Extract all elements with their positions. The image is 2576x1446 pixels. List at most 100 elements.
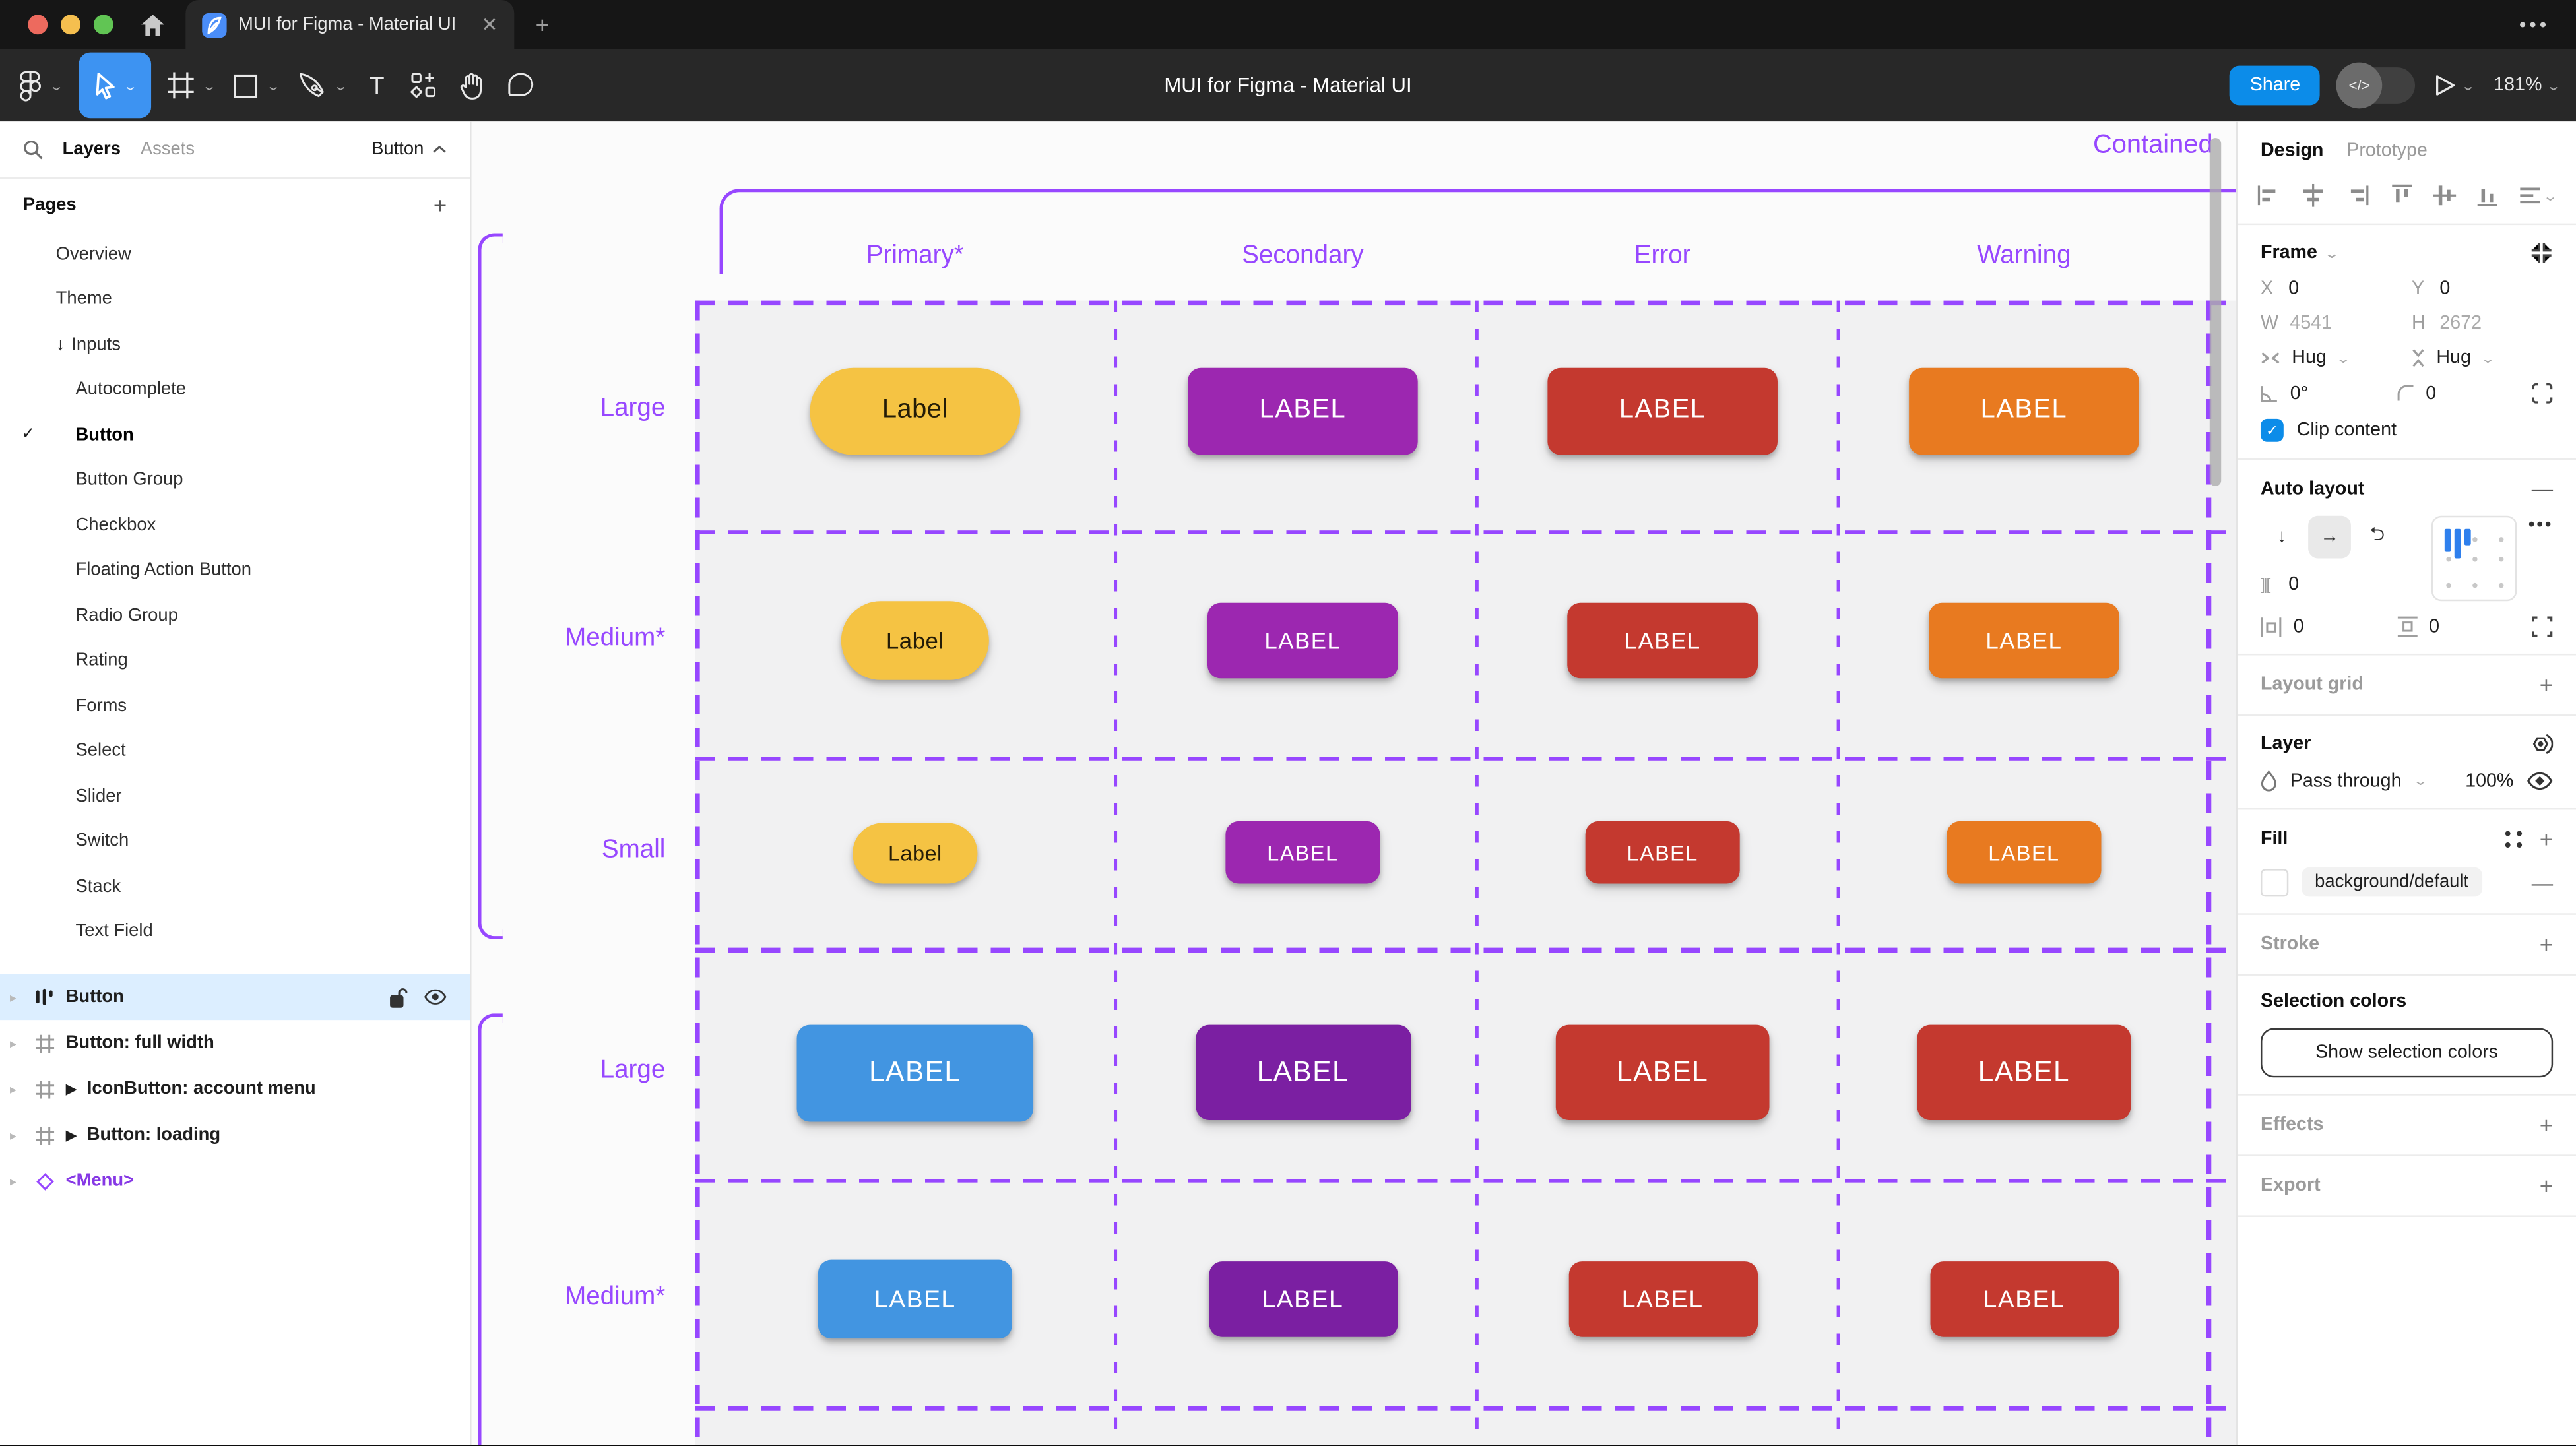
sidebar-page-button-group[interactable]: Button Group (0, 457, 470, 502)
pen-tool-chevron-icon[interactable]: ⌄ (333, 78, 349, 93)
layer-row-button-loading[interactable]: ▸ ▶ Button: loading (0, 1112, 470, 1158)
overflow-menu-icon[interactable]: ••• (2519, 13, 2550, 36)
comment-tool-button[interactable] (507, 57, 534, 113)
layer-row-button[interactable]: ▸ Button (0, 974, 470, 1021)
variant-button[interactable]: LABEL (1225, 821, 1380, 884)
alignment-pad[interactable] (2431, 515, 2517, 602)
gap-input[interactable]: 0 (2288, 575, 2300, 595)
align-right-icon[interactable] (2346, 185, 2369, 206)
visibility-eye-icon[interactable] (2527, 772, 2553, 790)
present-button[interactable]: ⌄ (2435, 74, 2476, 97)
vertical-padding-input[interactable]: 0 (2429, 616, 2440, 637)
sidebar-page-overview[interactable]: Overview (0, 232, 470, 276)
variant-button[interactable]: LABEL (1947, 821, 2102, 884)
fill-color-swatch[interactable] (2260, 867, 2289, 896)
page-selector[interactable]: Button (371, 140, 447, 160)
add-stroke-button[interactable]: + (2539, 931, 2554, 958)
tab-assets[interactable]: Assets (140, 139, 195, 160)
variant-button[interactable]: LABEL (1195, 1024, 1411, 1121)
sidebar-page-forms[interactable]: Forms (0, 683, 470, 728)
sidebar-page-checkbox[interactable]: Checkbox (0, 503, 470, 548)
move-tool-button[interactable]: ⌄ (78, 52, 151, 119)
align-left-icon[interactable] (2257, 185, 2280, 206)
layout-horizontal-button[interactable]: → (2308, 515, 2351, 559)
blend-mode-select[interactable]: Pass through (2290, 770, 2402, 791)
layer-row-iconbutton-account-menu[interactable]: ▸ ▶ IconButton: account menu (0, 1066, 470, 1112)
align-bottom-icon[interactable] (2477, 184, 2497, 207)
variant-button[interactable]: LABEL (1929, 1261, 2119, 1337)
auto-layout-more-button[interactable]: ••• (2528, 515, 2554, 536)
move-tool-chevron-icon[interactable]: ⌄ (122, 78, 138, 93)
vertical-sizing-select[interactable]: Hug (2436, 348, 2471, 368)
sidebar-page-autocomplete[interactable]: Autocomplete (0, 367, 470, 412)
horizontal-sizing-select[interactable]: Hug (2292, 348, 2327, 368)
variant-button[interactable]: LABEL (796, 1024, 1034, 1121)
expand-chevron-icon[interactable]: ▸ (9, 1127, 16, 1143)
lock-open-icon[interactable] (389, 986, 408, 1007)
variant-button[interactable]: LABEL (1585, 821, 1740, 884)
height-input[interactable]: 2672 (2439, 313, 2482, 334)
expand-chevron-icon[interactable]: ▸ (9, 1081, 16, 1096)
variant-button[interactable]: LABEL (1208, 1261, 1398, 1337)
add-page-button[interactable]: + (433, 192, 447, 219)
close-window-button[interactable] (28, 15, 48, 35)
new-tab-button[interactable]: + (535, 11, 550, 38)
home-tab-button[interactable] (125, 0, 181, 49)
variant-button[interactable]: LABEL (818, 1259, 1012, 1339)
mask-icon[interactable] (2528, 732, 2554, 755)
resize-to-fit-icon[interactable] (2530, 241, 2553, 265)
sidebar-page-floating-action-button[interactable]: Floating Action Button (0, 548, 470, 592)
sidebar-page-stack[interactable]: Stack (0, 864, 470, 909)
tab-layers[interactable]: Layers (62, 139, 121, 160)
align-vertical-center-icon[interactable] (2432, 184, 2456, 207)
text-tool-button[interactable]: T (369, 71, 385, 100)
opacity-input[interactable]: 100% (2465, 770, 2514, 791)
search-icon[interactable] (23, 140, 43, 160)
styles-icon[interactable] (2503, 829, 2523, 849)
frame-section-title[interactable]: Frame (2260, 243, 2317, 263)
main-menu-figma-icon[interactable] (20, 57, 41, 113)
add-layout-grid-button[interactable]: + (2539, 672, 2554, 699)
corner-radius-input[interactable]: 0 (2426, 383, 2437, 404)
fill-style-chip[interactable]: background/default (2302, 867, 2482, 897)
shape-tool-chevron-icon[interactable]: ⌄ (266, 78, 282, 93)
menu-chevron-icon[interactable]: ⌄ (48, 78, 65, 93)
share-button[interactable]: Share (2230, 65, 2321, 106)
minimize-window-button[interactable] (61, 15, 81, 35)
zoom-level-control[interactable]: 181% ⌄ (2494, 76, 2561, 96)
sidebar-page-switch[interactable]: Switch (0, 819, 470, 864)
layout-vertical-button[interactable]: ↓ (2277, 527, 2287, 548)
layer-row-button-full-width[interactable]: ▸ Button: full width (0, 1020, 470, 1066)
sidebar-page-select[interactable]: Select (0, 728, 470, 773)
remove-auto-layout-button[interactable]: — (2531, 476, 2554, 501)
variant-button[interactable]: LABEL (1917, 1024, 2131, 1121)
variant-button[interactable]: Label (810, 367, 1021, 455)
frame-name-label[interactable]: Contained (2093, 131, 2213, 160)
variant-button[interactable]: LABEL (1909, 367, 2139, 455)
variant-button[interactable]: Label (853, 822, 978, 883)
resources-tool-button[interactable] (410, 57, 437, 113)
add-fill-button[interactable]: + (2539, 826, 2554, 853)
expand-chevron-icon[interactable]: ▸ (9, 990, 16, 1005)
y-input[interactable]: 0 (2439, 279, 2451, 299)
expand-chevron-icon[interactable]: ▸ (9, 1173, 16, 1189)
canvas[interactable]: Contained Primary* Secondary Error Warni… (471, 121, 2236, 1446)
variant-button[interactable]: LABEL (1568, 1261, 1757, 1337)
layer-row--menu-[interactable]: ▸ <Menu> (0, 1158, 470, 1204)
tab-prototype[interactable]: Prototype (2346, 141, 2428, 162)
independent-corners-icon[interactable] (2532, 383, 2553, 404)
sidebar-page-theme[interactable]: Theme (0, 277, 470, 322)
show-selection-colors-button[interactable]: Show selection colors (2260, 1028, 2554, 1078)
remove-fill-button[interactable]: — (2531, 869, 2554, 895)
variant-button[interactable]: LABEL (1929, 602, 2119, 679)
sidebar-page-text-field[interactable]: Text Field (0, 909, 470, 954)
pen-tool-button[interactable] (299, 57, 325, 113)
sidebar-page-rating[interactable]: Rating (0, 638, 470, 683)
variant-button[interactable]: Label (841, 601, 989, 680)
add-export-button[interactable]: + (2539, 1172, 2554, 1199)
frame-tool-button[interactable] (167, 57, 194, 113)
variant-button[interactable]: LABEL (1208, 602, 1398, 679)
variant-button[interactable]: LABEL (1547, 367, 1778, 455)
expand-chevron-icon[interactable]: ▸ (9, 1035, 16, 1051)
dev-mode-toggle[interactable]: </> (2336, 62, 2416, 109)
